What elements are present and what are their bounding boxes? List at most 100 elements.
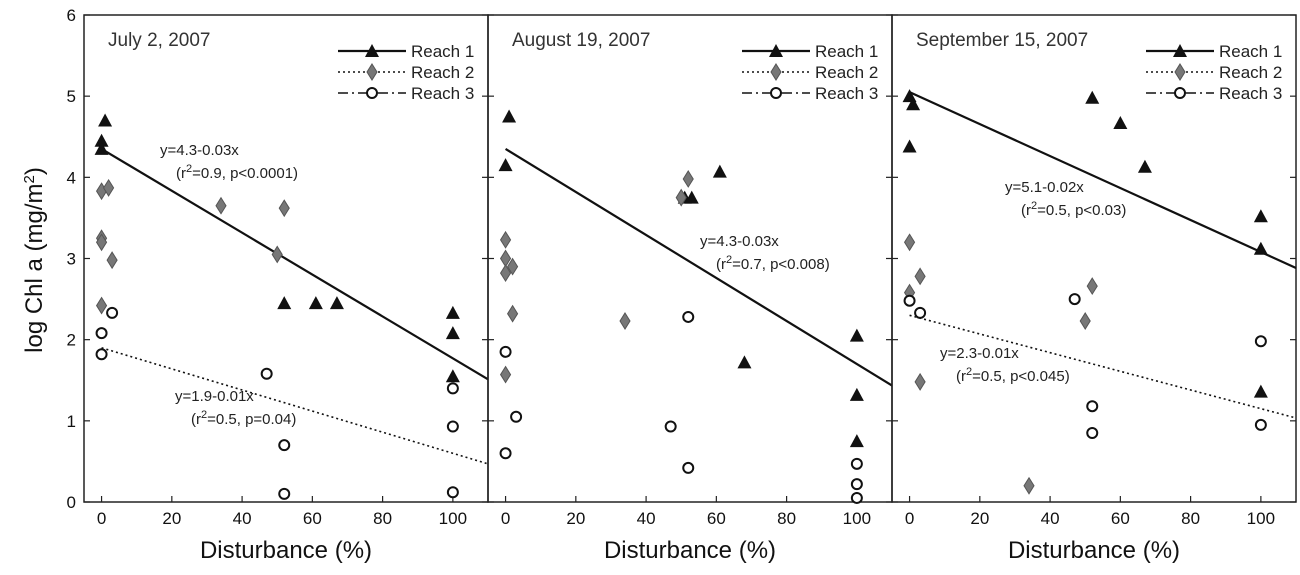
regression-stats: (r2=0.5, p<0.045) (956, 366, 1070, 385)
point-reach-1 (1253, 209, 1268, 223)
x-tick-label: 60 (303, 509, 322, 528)
point-reach-3 (278, 439, 291, 452)
regression-stats: (r2=0.5, p<0.03) (1021, 200, 1126, 219)
regression-equation: y=4.3-0.03x (700, 233, 779, 250)
point-reach-3 (682, 461, 695, 474)
x-tick-label: 40 (637, 509, 656, 528)
point-reach-3 (850, 457, 863, 470)
point-reach-2 (1079, 312, 1091, 330)
x-tick-label: 100 (439, 509, 467, 528)
x-tick-label: 20 (162, 509, 181, 528)
legend-marker-reach-3 (366, 87, 378, 99)
x-tick-label: 40 (233, 509, 252, 528)
point-reach-3 (664, 420, 677, 433)
point-reach-2 (499, 264, 512, 283)
x-tick-label: 60 (707, 509, 726, 528)
x-axis-title: Disturbance (%) (1008, 537, 1180, 564)
point-reach-1 (445, 369, 460, 383)
y-tick-label: 3 (67, 250, 76, 269)
x-axis-title: Disturbance (%) (604, 537, 776, 564)
point-reach-3 (446, 420, 459, 433)
point-reach-1 (1253, 241, 1268, 255)
x-tick-label: 80 (1181, 509, 1200, 528)
y-tick-label: 1 (67, 412, 76, 431)
point-reach-1 (308, 296, 323, 310)
legend-label: Reach 2 (411, 63, 474, 82)
point-reach-1 (498, 158, 513, 172)
point-reach-3 (95, 327, 108, 340)
panel-3: 0 20 40 60 80 100 Disturbance (%) September 15,… (891, 14, 1297, 564)
fit-line-reach-1 (504, 147, 893, 387)
point-reach-2 (1023, 476, 1035, 495)
fit-line-reach-1 (101, 147, 489, 381)
point-reach-2 (507, 257, 519, 276)
y-tick-label: 5 (67, 87, 76, 106)
x-tick-label: 100 (843, 509, 871, 528)
point-reach-2 (507, 304, 519, 323)
legend-marker-reach-3 (1174, 87, 1186, 99)
point-reach-2 (271, 245, 283, 264)
point-reach-3 (510, 410, 523, 423)
panel-1: 0 20 40 60 80 100 0 1 2 3 4 5 6 Disturbance (%) July 2… (67, 6, 489, 564)
point-reach-1 (1085, 90, 1100, 104)
point-reach-1 (329, 296, 344, 310)
point-reach-2 (106, 251, 118, 270)
x-tick-label: 0 (905, 509, 914, 528)
x-tick-label: 20 (566, 509, 585, 528)
point-reach-2 (1086, 277, 1098, 296)
x-tick-label: 40 (1041, 509, 1060, 528)
point-reach-1 (1137, 159, 1152, 173)
point-reach-1 (684, 190, 699, 204)
point-reach-2 (95, 296, 108, 315)
y-tick-label: 6 (67, 6, 76, 25)
point-reach-3 (1086, 427, 1099, 440)
point-reach-1 (712, 164, 727, 178)
point-reach-3 (903, 294, 916, 307)
regression-equation: y=2.3-0.01x (940, 345, 1019, 362)
legend-label: Reach 1 (411, 42, 474, 61)
x-tick-label: 60 (1111, 509, 1130, 528)
panel-date-label: September 15, 2007 (916, 30, 1088, 51)
point-reach-1 (445, 326, 460, 340)
point-reach-2 (103, 178, 115, 197)
point-reach-2 (682, 170, 694, 188)
x-tick-label: 80 (373, 509, 392, 528)
x-tick-label: 0 (501, 509, 510, 528)
x-tick-label: 0 (97, 509, 106, 528)
regression-equation: y=5.1-0.02x (1005, 179, 1084, 196)
regression-equation: y=1.9-0.01x (175, 388, 254, 405)
point-reach-2 (215, 196, 227, 215)
regression-equation: y=4.3-0.03x (160, 142, 239, 159)
point-reach-3 (278, 487, 291, 500)
fit-line-reach-2 (909, 314, 1297, 419)
point-reach-3 (850, 491, 863, 504)
regression-stats: (r2=0.7, p<0.008) (716, 254, 830, 273)
legend-marker-reach-2 (770, 63, 782, 81)
point-reach-2 (499, 365, 512, 384)
legend-marker-reach-3 (770, 87, 782, 99)
legend-label: Reach 2 (815, 63, 878, 82)
x-tick-label: 100 (1247, 509, 1275, 528)
point-reach-1 (906, 97, 921, 111)
legend-marker-reach-1 (769, 44, 783, 57)
point-reach-3 (446, 382, 459, 395)
point-reach-1 (1253, 384, 1268, 398)
point-reach-1 (737, 355, 752, 369)
legend-label: Reach 3 (411, 84, 474, 103)
fit-line-reach-2 (101, 347, 489, 465)
legend-marker-reach-2 (366, 63, 378, 81)
point-reach-1 (849, 434, 864, 448)
point-reach-1 (849, 328, 864, 342)
point-reach-3 (914, 306, 927, 319)
panel-date-label: August 19, 2007 (512, 30, 650, 51)
x-tick-label: 80 (777, 509, 796, 528)
point-reach-1 (277, 296, 292, 310)
regression-stats: (r2=0.9, p<0.0001) (176, 163, 298, 182)
point-reach-3 (682, 310, 695, 323)
point-reach-3 (850, 478, 863, 491)
point-reach-2 (675, 188, 687, 207)
panel-date-label: July 2, 2007 (108, 30, 210, 51)
point-reach-2 (499, 230, 512, 249)
legend-label: Reach 2 (1219, 63, 1282, 82)
